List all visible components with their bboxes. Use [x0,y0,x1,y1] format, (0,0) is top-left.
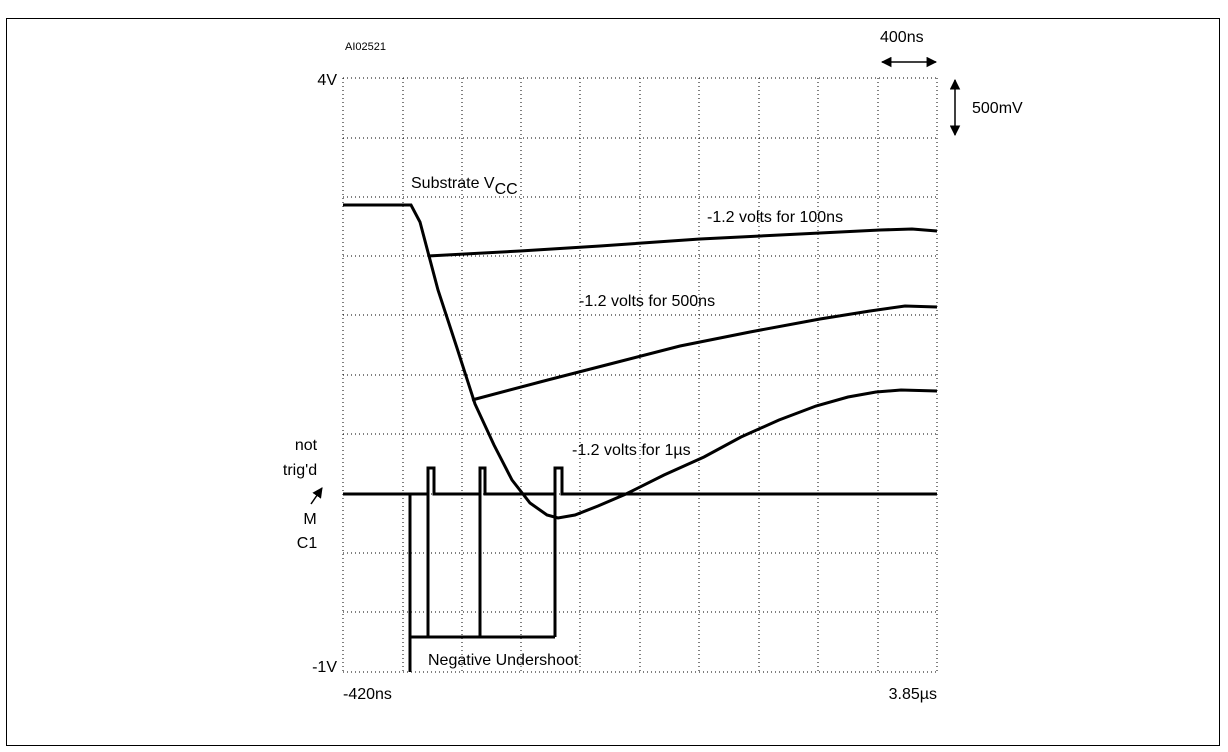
trigger-arrow-icon [310,487,323,505]
voltage-scale-label: 500mV [972,100,1023,117]
curve-100ns-trace [427,227,938,258]
trigger-label-trigd: trig'd [283,462,317,479]
negative-undershoot-trace [343,492,557,672]
negative-undershoot-label: Negative Undershoot [428,652,579,669]
figure-id-code: AI02521 [345,41,386,53]
curve-100ns-label: -1.2 volts for 100ns [707,209,843,226]
y-bottom-label: -1V [312,659,337,676]
x-left-label: -420ns [343,686,392,703]
figure-frame [6,18,1220,746]
substrate-vcc-trace [343,203,938,520]
y-top-label: 4V [317,72,337,89]
substrate-label-main: Substrate V [411,175,495,192]
curve-500ns-label: -1.2 volts for 500ns [579,293,715,310]
trigger-label-c1: C1 [297,535,318,552]
substrate-vcc-label: Substrate VCC [411,175,518,198]
time-scale-label: 400ns [880,29,924,46]
trigger-trace [343,466,937,496]
curve-500ns-trace [471,304,938,402]
graticule [342,77,938,673]
x-right-label: 3.85µs [889,686,937,703]
trigger-label-m: M [303,511,316,528]
substrate-label-subscript: CC [495,181,518,198]
trigger-label-not: not [295,437,318,454]
curve-1us-label: -1.2 volts for 1µs [572,442,691,459]
